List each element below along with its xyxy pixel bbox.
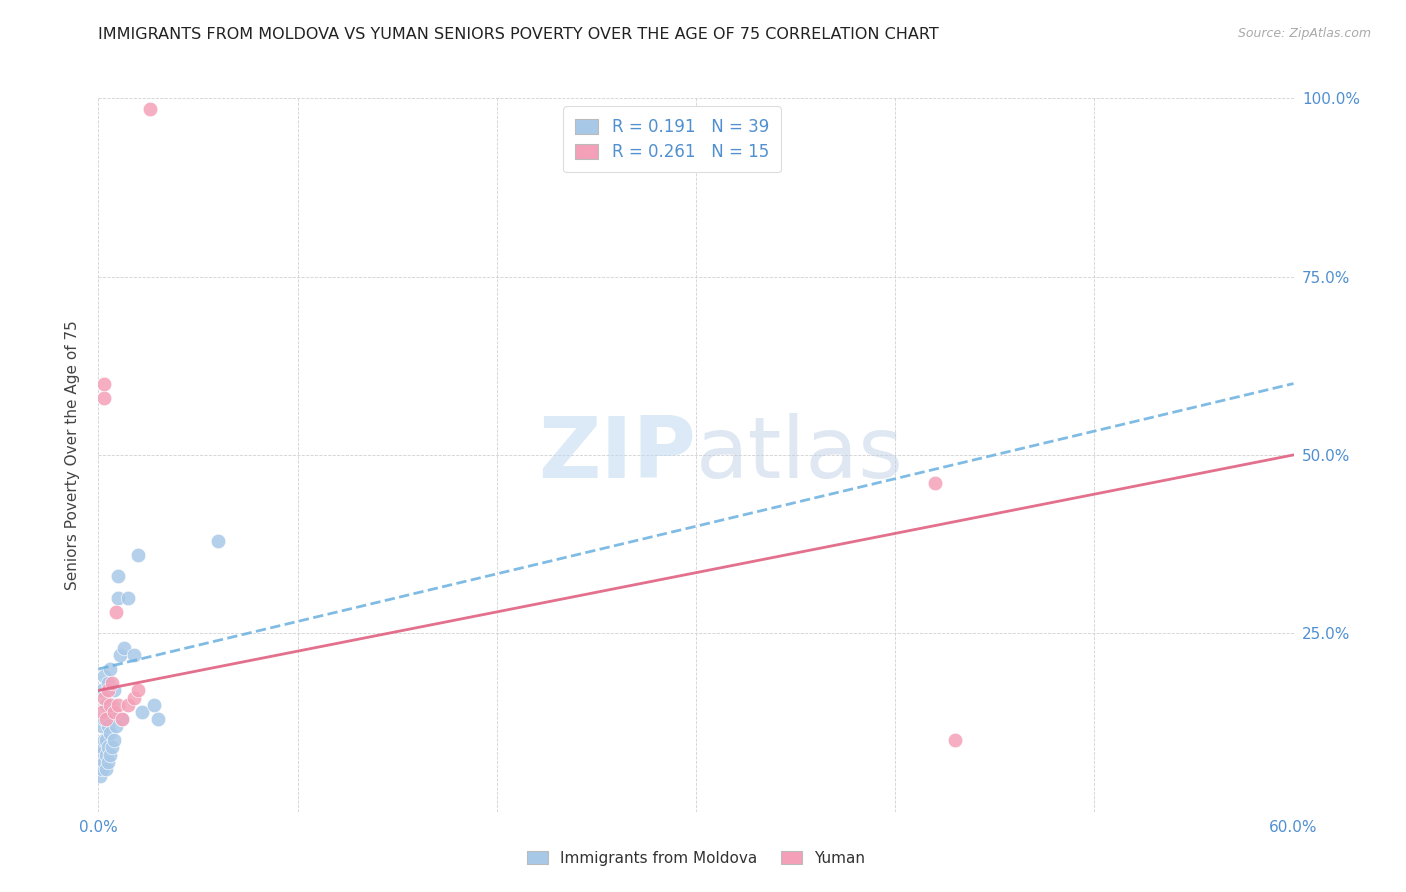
Point [107,591,129,605]
Point [124,648,146,662]
Point [127,548,149,562]
Y-axis label: Seniors Poverty Over the Age of 75: Seniors Poverty Over the Age of 75 [65,320,80,590]
Point [100,705,122,719]
Point [111,712,134,726]
Point [131,705,153,719]
Point [112,640,135,655]
Point [139,102,162,116]
Point [943,733,966,747]
Point [100,747,122,762]
Point [93,755,115,769]
Point [148,712,170,726]
Point [103,733,125,747]
Point [143,698,166,712]
Point [91,683,114,698]
Point [100,698,122,712]
Legend: Immigrants from Moldova, Yuman: Immigrants from Moldova, Yuman [520,845,872,871]
Point [97,719,120,733]
Point [93,712,115,726]
Point [96,733,118,747]
Point [89,747,111,762]
Text: IMMIGRANTS FROM MOLDOVA VS YUMAN SENIORS POVERTY OVER THE AGE OF 75 CORRELATION : IMMIGRANTS FROM MOLDOVA VS YUMAN SENIORS… [98,27,939,42]
Point [93,669,115,683]
Point [96,712,118,726]
Point [93,733,115,747]
Point [103,705,125,719]
Point [93,391,115,405]
Point [91,740,114,755]
Point [91,762,114,776]
Point [207,533,229,548]
Point [103,683,125,698]
Point [97,740,120,755]
Point [97,683,120,698]
Point [89,769,111,783]
Point [105,719,128,733]
Point [110,648,132,662]
Point [101,740,124,755]
Point [924,476,946,491]
Point [93,376,115,391]
Point [101,676,124,690]
Point [97,755,120,769]
Point [117,591,139,605]
Point [93,690,115,705]
Text: atlas: atlas [696,413,904,497]
Point [107,698,129,712]
Point [100,726,122,740]
Point [124,690,146,705]
Point [91,705,114,719]
Point [91,719,114,733]
Point [96,762,118,776]
Text: ZIP: ZIP [538,413,696,497]
Text: Source: ZipAtlas.com: Source: ZipAtlas.com [1237,27,1371,40]
Point [96,747,118,762]
Point [97,676,120,690]
Point [105,605,128,619]
Point [111,712,134,726]
Point [96,698,118,712]
Point [101,698,124,712]
Point [100,662,122,676]
Point [127,683,149,698]
Point [107,569,129,583]
Point [117,698,139,712]
